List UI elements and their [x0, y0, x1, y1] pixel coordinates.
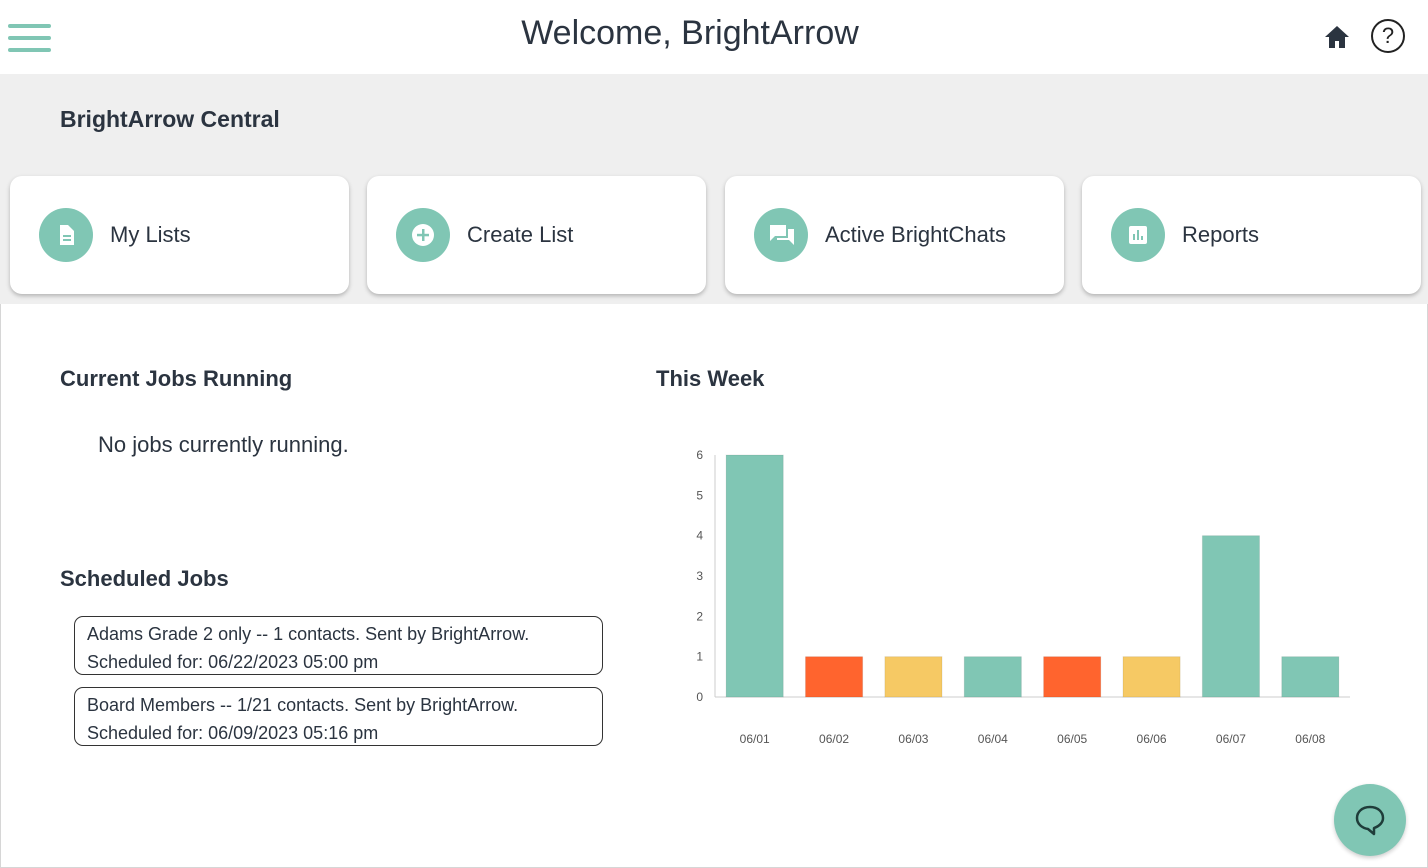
y-tick-label: 4	[696, 529, 703, 543]
bar-06/04	[963, 656, 1022, 698]
y-tick-label: 1	[696, 650, 703, 664]
x-tick-label: 06/06	[1137, 732, 1167, 746]
central-panel: BrightArrow Central My Lists Create List…	[0, 74, 1428, 304]
document-icon	[39, 208, 93, 262]
chat-widget-button[interactable]	[1334, 784, 1406, 856]
x-tick-label: 06/04	[978, 732, 1008, 746]
reports-label: Reports	[1182, 222, 1260, 247]
hamburger-menu-icon[interactable]	[8, 24, 51, 52]
job-schedule: Scheduled for: 06/09/2023 05:16 pm	[87, 723, 379, 743]
x-tick-label: 06/01	[740, 732, 770, 746]
y-tick-label: 5	[696, 488, 703, 502]
bar-06/02	[804, 656, 864, 698]
scheduled-jobs-title: Scheduled Jobs	[60, 566, 229, 591]
chat-icon	[754, 208, 808, 262]
y-tick-label: 3	[696, 569, 703, 583]
bar-06/05	[1043, 656, 1102, 698]
y-tick-label: 2	[696, 609, 703, 623]
x-tick-label: 06/07	[1216, 732, 1246, 746]
y-tick-label: 0	[696, 690, 703, 704]
active-brightchats-card[interactable]: Active BrightChats	[725, 176, 1064, 294]
create-list-label: Create List	[467, 222, 574, 247]
x-tick-label: 06/08	[1295, 732, 1325, 746]
bar-06/03	[884, 656, 943, 698]
x-tick-label: 06/03	[898, 732, 928, 746]
chat-bubble-icon	[1355, 805, 1385, 836]
my-lists-label: My Lists	[110, 222, 191, 247]
bar-06/07	[1201, 535, 1261, 698]
scheduled-job-item[interactable]: Board Members -- 1/21 contacts. Sent by …	[74, 687, 603, 746]
bar-chart-icon	[1111, 208, 1165, 262]
x-tick-label: 06/02	[819, 732, 849, 746]
bar-06/08	[1281, 656, 1340, 698]
y-tick-label: 6	[696, 448, 703, 462]
my-lists-card[interactable]: My Lists	[10, 176, 349, 294]
current-jobs-title: Current Jobs Running	[60, 366, 293, 391]
home-icon[interactable]	[1323, 24, 1351, 50]
job-description: Adams Grade 2 only -- 1 contacts. Sent b…	[87, 624, 530, 644]
x-tick-label: 06/05	[1057, 732, 1087, 746]
help-icon[interactable]: ?	[1371, 19, 1405, 53]
page-title: Welcome, BrightArrow	[521, 14, 859, 52]
active-brightchats-label: Active BrightChats	[825, 222, 1006, 247]
this-week-bar-chart: 0 1 2 3 4 5 6 06/01 06/02 06/03 06/04 06/05 06/06 06/…	[696, 448, 1350, 746]
scheduled-job-item[interactable]: Adams Grade 2 only -- 1 contacts. Sent b…	[74, 616, 603, 675]
central-title: BrightArrow Central	[60, 106, 280, 132]
bar-06/06	[1122, 656, 1181, 698]
bar-06/01	[725, 454, 784, 698]
this-week-title: This Week	[656, 366, 765, 391]
reports-card[interactable]: Reports	[1082, 176, 1421, 294]
plus-circle-icon	[396, 208, 450, 262]
create-list-card[interactable]: Create List	[367, 176, 706, 294]
no-jobs-text: No jobs currently running.	[98, 432, 349, 457]
job-schedule: Scheduled for: 06/22/2023 05:00 pm	[87, 652, 379, 672]
job-description: Board Members -- 1/21 contacts. Sent by …	[87, 695, 519, 715]
top-header: Welcome, BrightArrow ?	[0, 0, 1428, 74]
